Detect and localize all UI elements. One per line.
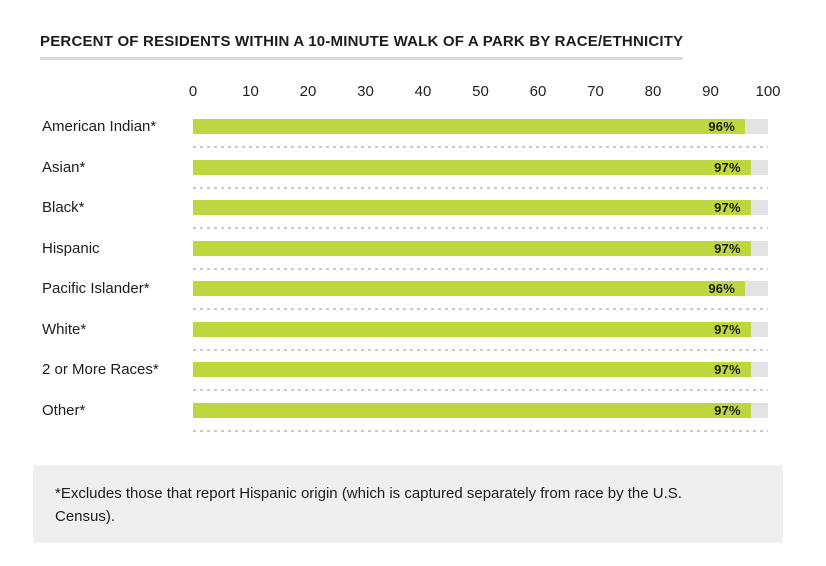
- axis-tick-label: 80: [644, 83, 662, 100]
- bar: 97%: [193, 402, 751, 418]
- bar-value-label: 97%: [714, 159, 741, 175]
- chart-row: Asian* 97%: [41, 158, 768, 201]
- category-label: 2 or More Races*: [42, 361, 159, 378]
- row-separator: [193, 267, 768, 270]
- axis-tick-label: 10: [242, 83, 259, 100]
- bar-value-label: 97%: [714, 200, 741, 215]
- category-label: Hispanic: [42, 239, 100, 257]
- bar: 97%: [193, 200, 751, 215]
- bar-track: 97%: [193, 402, 768, 418]
- row-separator: [193, 429, 768, 432]
- bar-value-label: 97%: [714, 321, 741, 337]
- bar-track: 97%: [193, 321, 768, 337]
- bar-track: 96%: [193, 281, 768, 296]
- bar: 97%: [193, 362, 751, 377]
- footnote: *Excludes those that report Hispanic ori…: [33, 465, 783, 543]
- row-separator: [193, 389, 768, 391]
- category-label: Pacific Islander*: [42, 280, 150, 297]
- chart-row: American Indian* 96%: [41, 118, 768, 160]
- bar-value-label: 97%: [714, 240, 741, 256]
- chart-row: Hispanic 97%: [41, 239, 768, 282]
- bar-chart: 0 10 20 30 40 50 60 70 80 90 100 American Indian* 9…: [41, 83, 781, 444]
- page-title: PERCENT OF RESIDENTS WITHIN A 10-MINUTE …: [40, 34, 684, 60]
- bar-track: 97%: [193, 240, 768, 256]
- axis-tick-label: 60: [529, 83, 547, 100]
- chart-row: Other* 97%: [41, 401, 768, 444]
- row-separator: [193, 348, 768, 351]
- bar-value-label: 97%: [714, 362, 741, 377]
- bar: 97%: [193, 159, 751, 175]
- row-separator: [193, 146, 768, 148]
- chart-row: Black* 97%: [41, 199, 768, 241]
- category-label: American Indian*: [42, 118, 157, 135]
- bar: 96%: [193, 119, 745, 134]
- row-separator: [193, 186, 768, 189]
- chart-row: White* 97%: [41, 320, 768, 363]
- bar-track: 96%: [193, 119, 768, 134]
- axis-tick-label: 0: [188, 83, 198, 100]
- bar: 96%: [193, 281, 745, 296]
- axis-tick-label: 90: [702, 83, 719, 100]
- axis-tick-label: 40: [414, 83, 432, 100]
- bar-track: 97%: [193, 159, 768, 175]
- axis-tick-label: 30: [357, 83, 374, 100]
- x-axis: 0 10 20 30 40 50 60 70 80 90 100: [189, 83, 781, 100]
- category-label: White*: [42, 320, 87, 338]
- category-label: Asian*: [42, 158, 86, 176]
- axis-tick-label: 20: [299, 83, 317, 100]
- chart-row: 2 or More Races* 97%: [41, 361, 768, 403]
- category-label: Black*: [42, 199, 85, 216]
- chart-row: Pacific Islander* 96%: [41, 280, 768, 322]
- bar: 97%: [193, 321, 751, 337]
- footnote-text: *Excludes those that report Hispanic ori…: [55, 485, 682, 525]
- bar: 97%: [193, 240, 751, 256]
- row-separator: [193, 227, 768, 229]
- bar-track: 97%: [193, 362, 768, 377]
- bar-value-label: 96%: [708, 281, 735, 296]
- bar-value-label: 96%: [708, 119, 735, 134]
- axis-tick-label: 50: [472, 83, 489, 100]
- chart-rows: American Indian* 96% Asian* 97% Black* 97% His…: [41, 118, 768, 444]
- bar-track: 97%: [193, 200, 768, 215]
- bar-value-label: 97%: [714, 402, 741, 418]
- category-label: Other*: [42, 401, 86, 419]
- axis-tick-label: 100: [755, 83, 781, 100]
- axis-tick-label: 70: [587, 83, 604, 100]
- row-separator: [193, 308, 768, 310]
